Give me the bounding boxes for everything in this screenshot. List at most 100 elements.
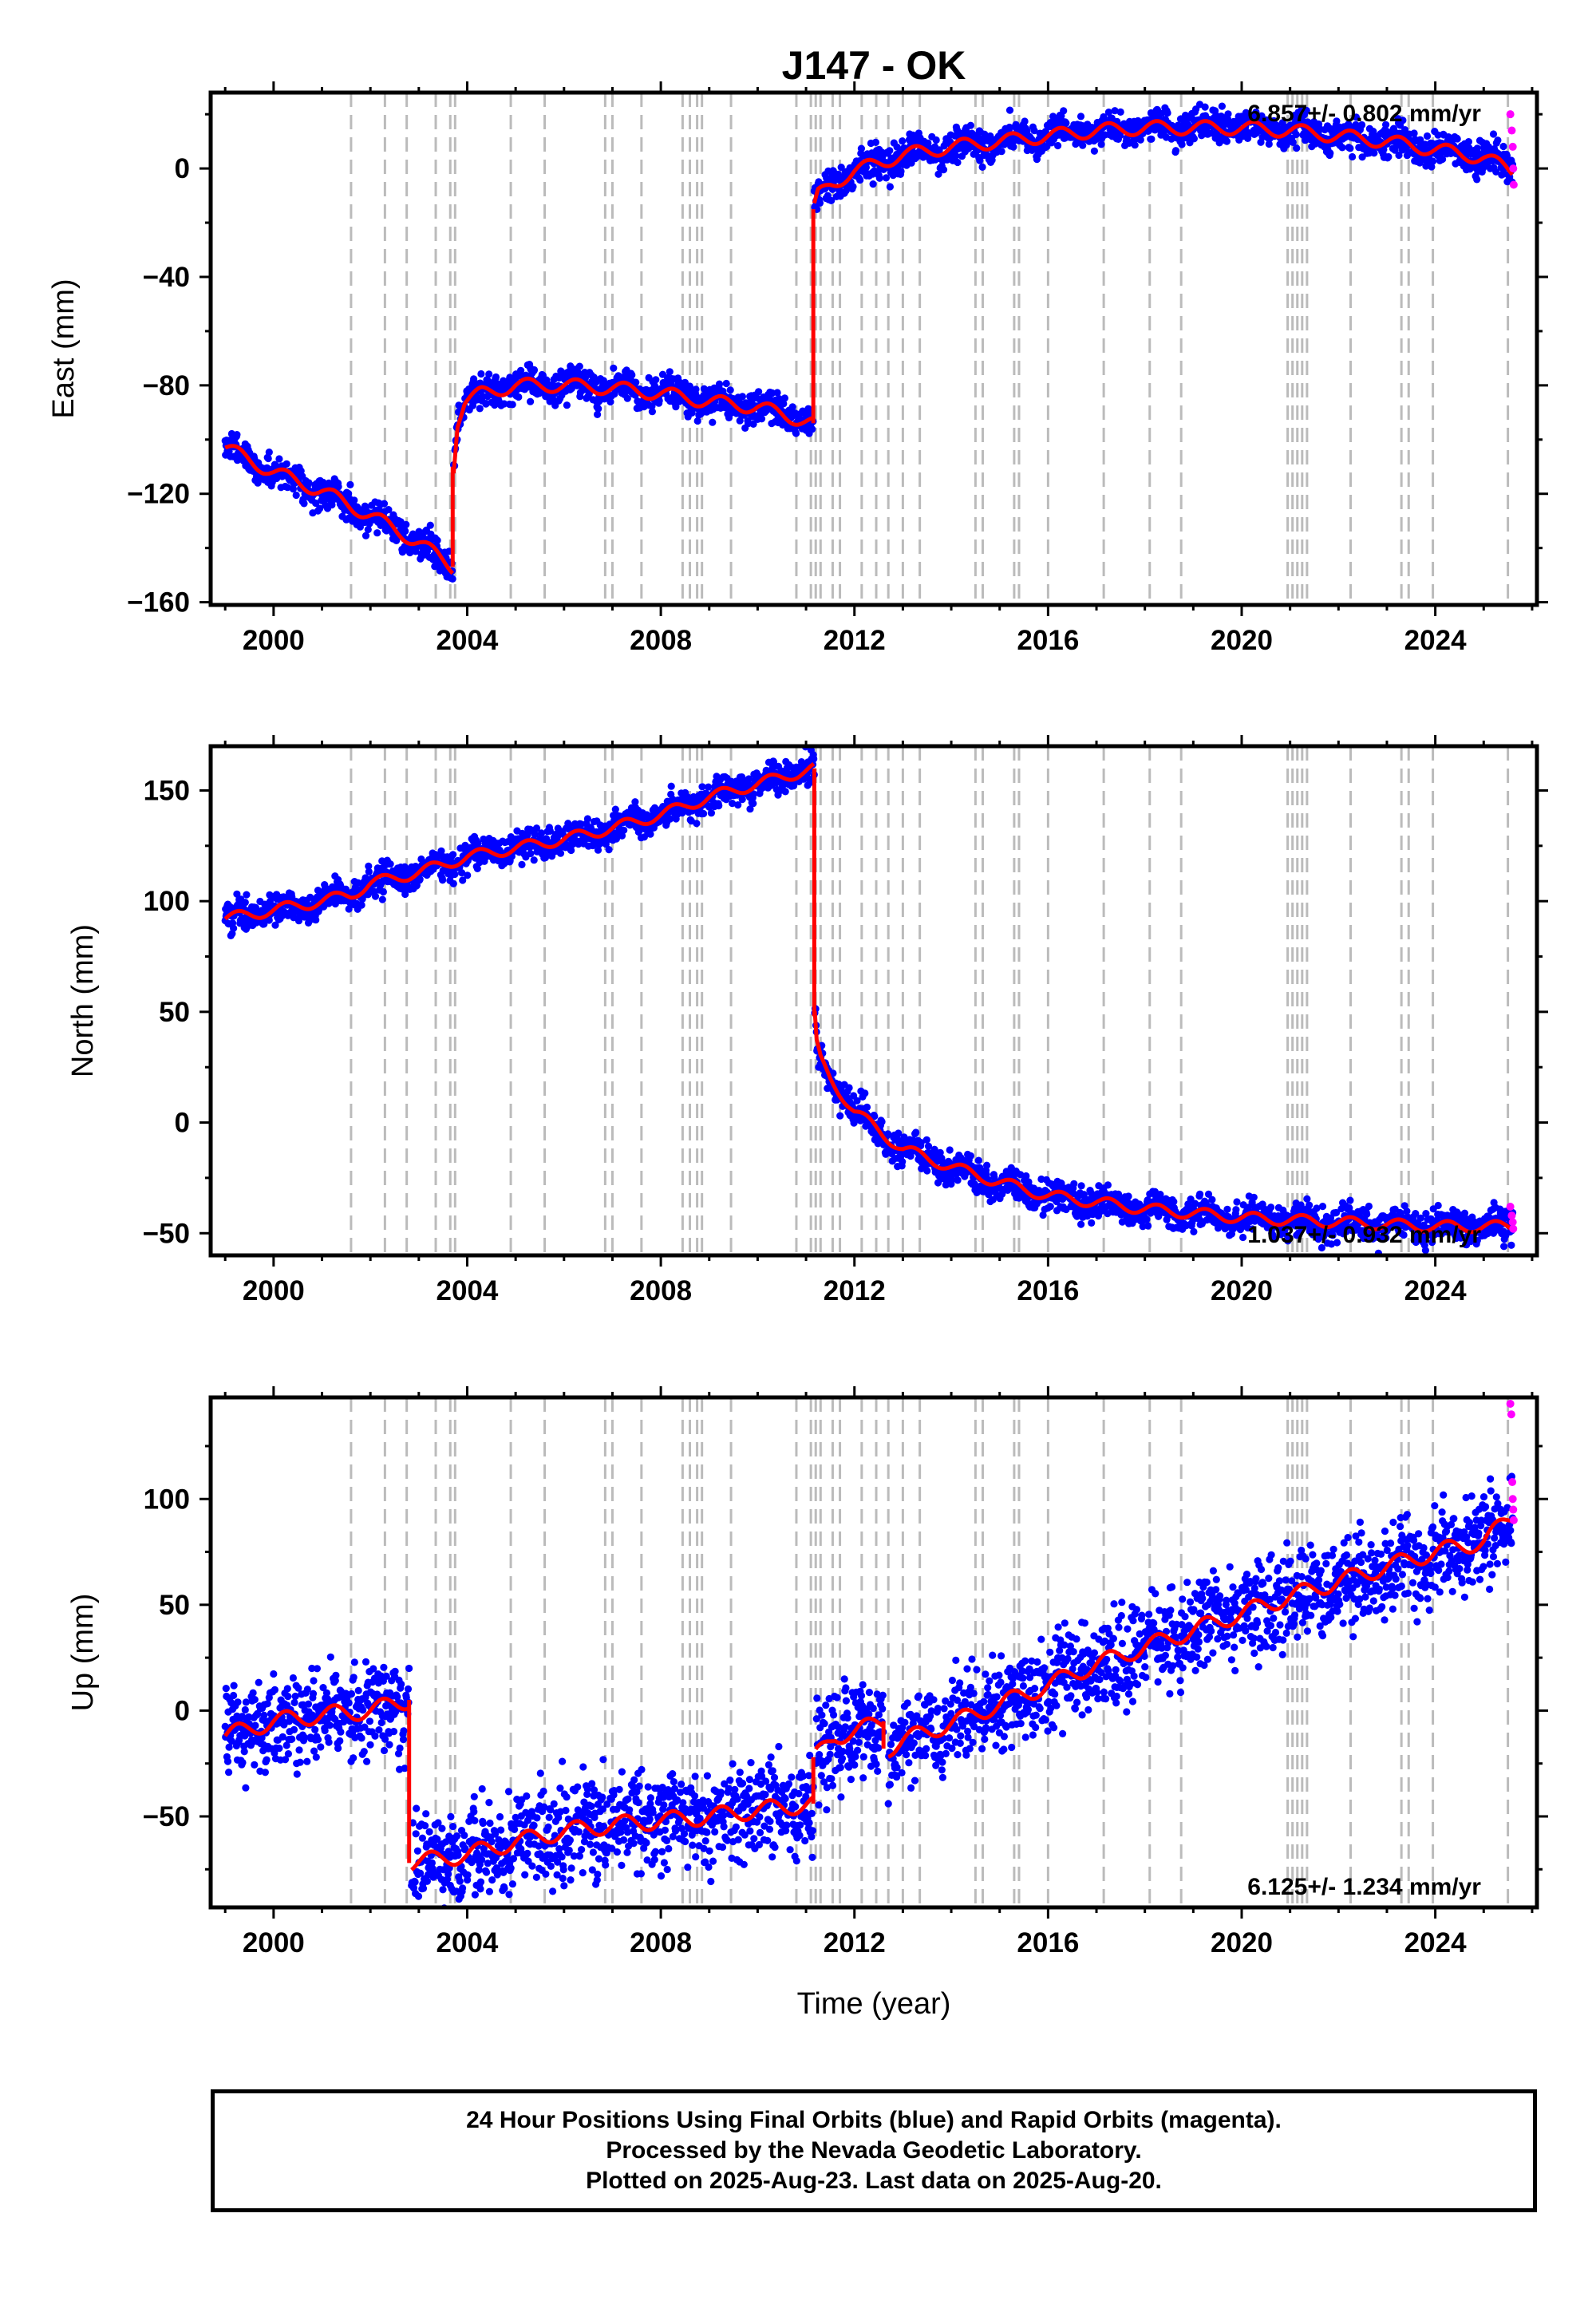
east-data-point-2378 xyxy=(1385,152,1393,161)
north-data-point-103 xyxy=(271,921,279,929)
east-data-point-1754 xyxy=(1077,113,1085,121)
east-data-point-1616 xyxy=(1009,143,1017,151)
east-data-point-1036 xyxy=(726,386,734,394)
north-data-point-23 xyxy=(233,890,241,898)
north-data-point-1160 xyxy=(781,788,789,796)
north-data-point-794 xyxy=(605,846,613,854)
east-data-point-2323 xyxy=(1358,121,1366,129)
north-data-point-1753 xyxy=(1070,1180,1078,1188)
east-data-point-1609 xyxy=(1005,123,1013,132)
north-data-point-312 xyxy=(371,892,380,900)
north-data-point-2026 xyxy=(1204,1190,1213,1198)
east-data-point-1097 xyxy=(757,415,766,423)
east-data-point-798 xyxy=(610,364,618,372)
north-data-point-646 xyxy=(532,824,541,832)
north-data-point-2091 xyxy=(1239,1233,1247,1242)
north-plot-area xyxy=(221,746,1517,1255)
east-data-point-69 xyxy=(254,479,262,487)
east-x-tick-label-2012: 2012 xyxy=(824,625,886,656)
east-data-point-1309 xyxy=(862,164,870,172)
north-data-point-2002 xyxy=(1191,1199,1199,1207)
east-data-point-2590 xyxy=(1489,130,1498,138)
east-data-point-480 xyxy=(455,401,463,409)
north-data-point-1655 xyxy=(1022,1172,1030,1180)
east-data-point-371 xyxy=(402,520,410,528)
north-data-point-809 xyxy=(611,805,619,813)
east-data-point-1297 xyxy=(856,176,864,184)
east-data-point-762 xyxy=(594,410,602,419)
north-data-point-1707 xyxy=(1046,1203,1054,1211)
east-data-point-2596 xyxy=(1492,168,1500,176)
east-data-point-537 xyxy=(485,370,493,378)
north-data-point-475 xyxy=(449,851,457,859)
east-data-point-2207 xyxy=(1302,106,1310,115)
east-data-point-1926 xyxy=(1163,109,1171,117)
north-data-point-299 xyxy=(365,868,373,875)
east-data-point-1981 xyxy=(1190,135,1198,143)
east-data-point-839 xyxy=(628,371,636,379)
east-data-point-1811 xyxy=(1104,109,1112,117)
chart-title: J147 - OK xyxy=(782,43,966,88)
north-data-point-2112 xyxy=(1249,1225,1257,1233)
north-data-point-1791 xyxy=(1088,1219,1096,1227)
north-data-point-1451 xyxy=(922,1136,930,1144)
east-data-point-1352 xyxy=(882,174,891,182)
east-data-point-1119 xyxy=(768,389,776,397)
north-data-point-1175 xyxy=(790,782,798,790)
east-data-point-2043 xyxy=(1223,137,1231,145)
east-x-tick-label-2000: 2000 xyxy=(243,625,305,656)
north-data-point-847 xyxy=(631,798,639,806)
east-data-point-1091 xyxy=(755,388,763,396)
north-data-point-492 xyxy=(458,869,466,877)
north-data-point-1370 xyxy=(884,1130,892,1138)
north-data-point-641 xyxy=(530,856,538,864)
east-data-point-2179 xyxy=(1289,138,1297,146)
east-data-point-1283 xyxy=(849,183,857,191)
east-y-tick-label--80: −80 xyxy=(143,370,190,401)
east-data-point-268 xyxy=(350,496,358,504)
east-data-point-1134 xyxy=(775,395,783,403)
north-data-point-1390 xyxy=(895,1129,903,1137)
east-data-point-2426 xyxy=(1410,129,1418,137)
east-plot-area xyxy=(221,93,1517,605)
north-data-point-407 xyxy=(416,875,424,883)
east-data-point-2439 xyxy=(1416,136,1424,144)
north-data-point-1999 xyxy=(1190,1227,1198,1235)
east-data-point-626 xyxy=(527,397,535,405)
east-data-point-702 xyxy=(563,401,571,409)
east-data-point-163 xyxy=(300,500,308,508)
east-data-point-1473 xyxy=(939,166,948,174)
north-data-point-921 xyxy=(666,815,674,823)
east-data-point-1834 xyxy=(1116,108,1124,116)
east-data-point-2407 xyxy=(1399,117,1407,124)
east-data-point-467 xyxy=(448,575,456,583)
east-data-point-328 xyxy=(380,500,389,508)
north-data-point-284 xyxy=(358,895,366,903)
north-data-point-615 xyxy=(518,860,526,868)
north-data-point-1864 xyxy=(1124,1192,1132,1200)
east-data-point-601 xyxy=(515,393,523,401)
east-data-point-259 xyxy=(346,480,354,489)
east-data-point-2399 xyxy=(1395,151,1403,160)
east-data-point-569 xyxy=(500,400,508,408)
north-data-point-1516 xyxy=(954,1176,962,1184)
north-data-point-92 xyxy=(265,916,273,924)
east-data-point-1823 xyxy=(1111,107,1119,115)
east-data-point-1719 xyxy=(1060,107,1068,115)
north-data-point-1901 xyxy=(1143,1215,1151,1223)
east-data-point-2282 xyxy=(1338,144,1346,152)
north-data-point-1060 xyxy=(734,801,742,809)
east-data-point-2226 xyxy=(1311,140,1319,148)
east-data-point-1758 xyxy=(1079,141,1087,149)
east-data-point-2129 xyxy=(1265,140,1273,148)
east-data-point-507 xyxy=(470,375,478,383)
north-data-point-1267 xyxy=(836,1112,844,1120)
north-data-point-2063 xyxy=(1223,1205,1231,1213)
east-data-point-2512 xyxy=(1453,135,1461,143)
north-data-point-1320 xyxy=(861,1089,869,1097)
north-data-point-2081 xyxy=(1233,1198,1241,1206)
north-data-point-825 xyxy=(620,826,628,834)
east-model-line-2 xyxy=(812,119,1515,204)
east-data-point-1497 xyxy=(952,152,960,160)
